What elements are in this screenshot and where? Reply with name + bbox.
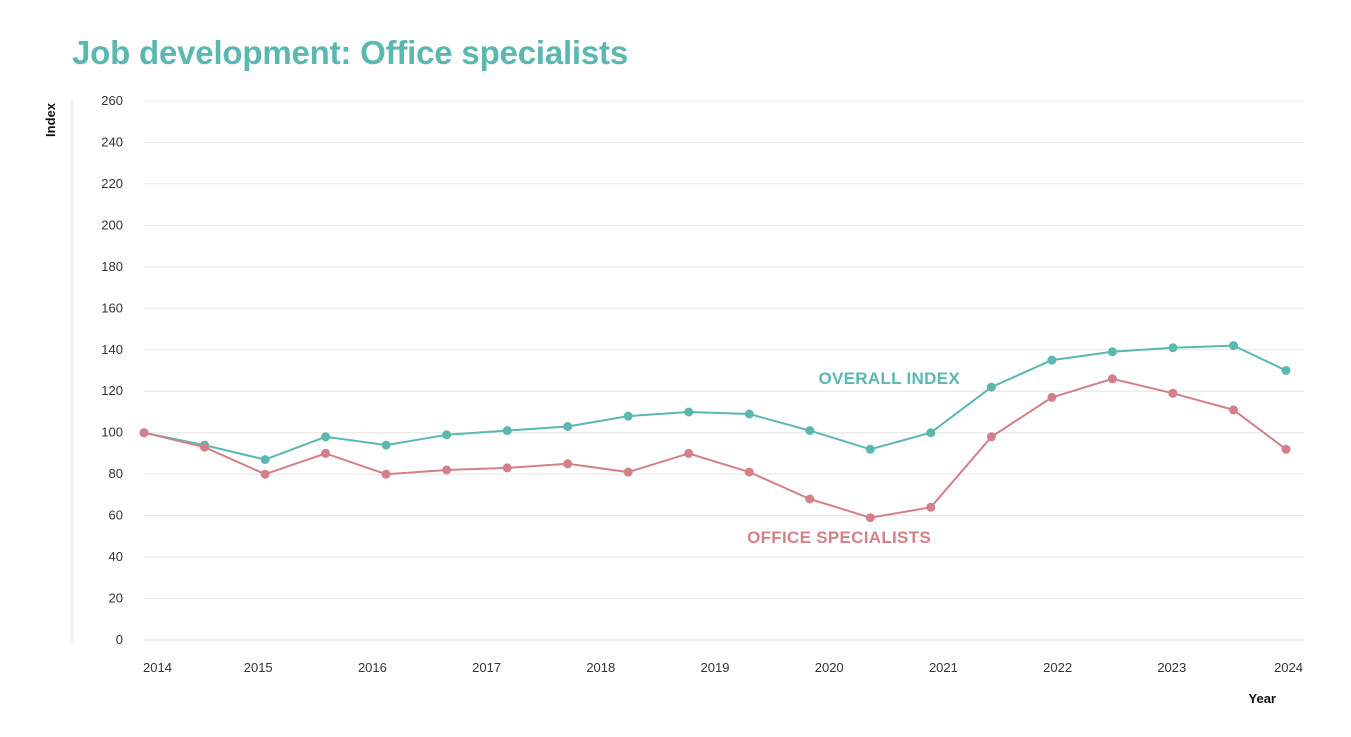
x-tick-label-2016: 2016 [358,660,387,675]
series-label-overall-index: OVERALL INDEX [819,369,961,388]
y-tick-label-0: 0 [116,632,123,647]
x-tick-label-2014: 2014 [143,660,172,675]
point-office-specialists-9 [684,448,694,458]
point-office-specialists-4 [381,469,391,479]
point-office-specialists-16 [1107,374,1117,384]
point-office-specialists-3 [321,448,331,458]
point-office-specialists-12 [865,513,875,523]
point-overall-index-15 [1047,355,1057,365]
point-overall-index-9 [684,407,694,417]
x-tick-label-2017: 2017 [472,660,501,675]
point-overall-index-17 [1168,343,1178,353]
x-tick-label-2022: 2022 [1043,660,1072,675]
point-overall-index-5 [442,430,452,440]
series-line-overall-index [143,344,1287,461]
x-axis-title: Year [1249,691,1276,706]
point-overall-index-8 [623,411,633,421]
point-overall-index-13 [926,428,936,438]
point-office-specialists-17 [1168,388,1178,398]
point-overall-index-16 [1107,347,1117,357]
x-tick-label-2015: 2015 [244,660,273,675]
y-tick-label-100: 100 [101,425,123,440]
series-line-office-specialists [143,377,1287,519]
point-office-specialists-11 [805,494,815,504]
point-office-specialists-5 [442,465,452,475]
point-overall-index-19 [1281,366,1291,375]
point-office-specialists-1 [200,442,209,452]
point-office-specialists-7 [563,459,573,469]
point-overall-index-2 [260,455,270,465]
point-office-specialists-18 [1229,405,1238,415]
point-overall-index-7 [563,422,573,431]
x-tick-labels: 2014 2015 2016 2017 2018 2019 2020 2021 2022 2023… [143,660,1303,675]
x-tick-label-2018: 2018 [586,660,615,675]
series-layer [139,341,1291,523]
point-office-specialists-0 [139,428,149,438]
x-tick-label-2021: 2021 [929,660,958,675]
point-office-specialists-2 [260,469,270,479]
point-office-specialists-14 [986,432,996,442]
y-axis-title: Index [43,102,58,137]
point-overall-index-10 [744,409,754,419]
point-overall-index-6 [502,426,512,436]
point-overall-index-18 [1229,341,1238,351]
y-tick-label-200: 200 [101,217,123,232]
point-office-specialists-6 [502,463,512,473]
grid-layer [144,100,1304,641]
y-tick-label-20: 20 [109,591,123,606]
series-label-office-specialists: OFFICE SPECIALISTS [747,528,931,547]
y-tick-label-180: 180 [101,259,123,274]
y-tick-label-80: 80 [109,466,123,481]
point-overall-index-12 [865,444,875,454]
point-overall-index-4 [381,440,391,450]
y-tick-label-160: 160 [101,300,123,315]
y-tick-label-40: 40 [109,549,123,564]
x-tick-label-2019: 2019 [701,660,730,675]
y-tick-labels: 0 20 40 60 80 100 120 140 160 180 200 220 240 260 [101,93,123,647]
y-tick-label-220: 220 [101,176,123,191]
y-tick-label-240: 240 [101,134,123,149]
chart-title: Job development: Office specialists [72,34,628,71]
point-office-specialists-8 [623,467,633,477]
point-office-specialists-19 [1281,444,1291,454]
y-tick-label-140: 140 [101,342,123,357]
x-tick-label-2023: 2023 [1157,660,1186,675]
point-overall-index-14 [986,382,996,392]
point-office-specialists-13 [926,502,936,512]
y-tick-label-260: 260 [101,93,123,108]
y-tick-label-120: 120 [101,383,123,398]
point-overall-index-3 [321,432,331,442]
y-tick-label-60: 60 [109,508,123,523]
x-tick-label-2020: 2020 [815,660,844,675]
point-office-specialists-15 [1047,392,1057,402]
x-tick-label-2024: 2024 [1274,660,1303,675]
point-overall-index-11 [805,426,815,436]
point-office-specialists-10 [744,467,754,477]
